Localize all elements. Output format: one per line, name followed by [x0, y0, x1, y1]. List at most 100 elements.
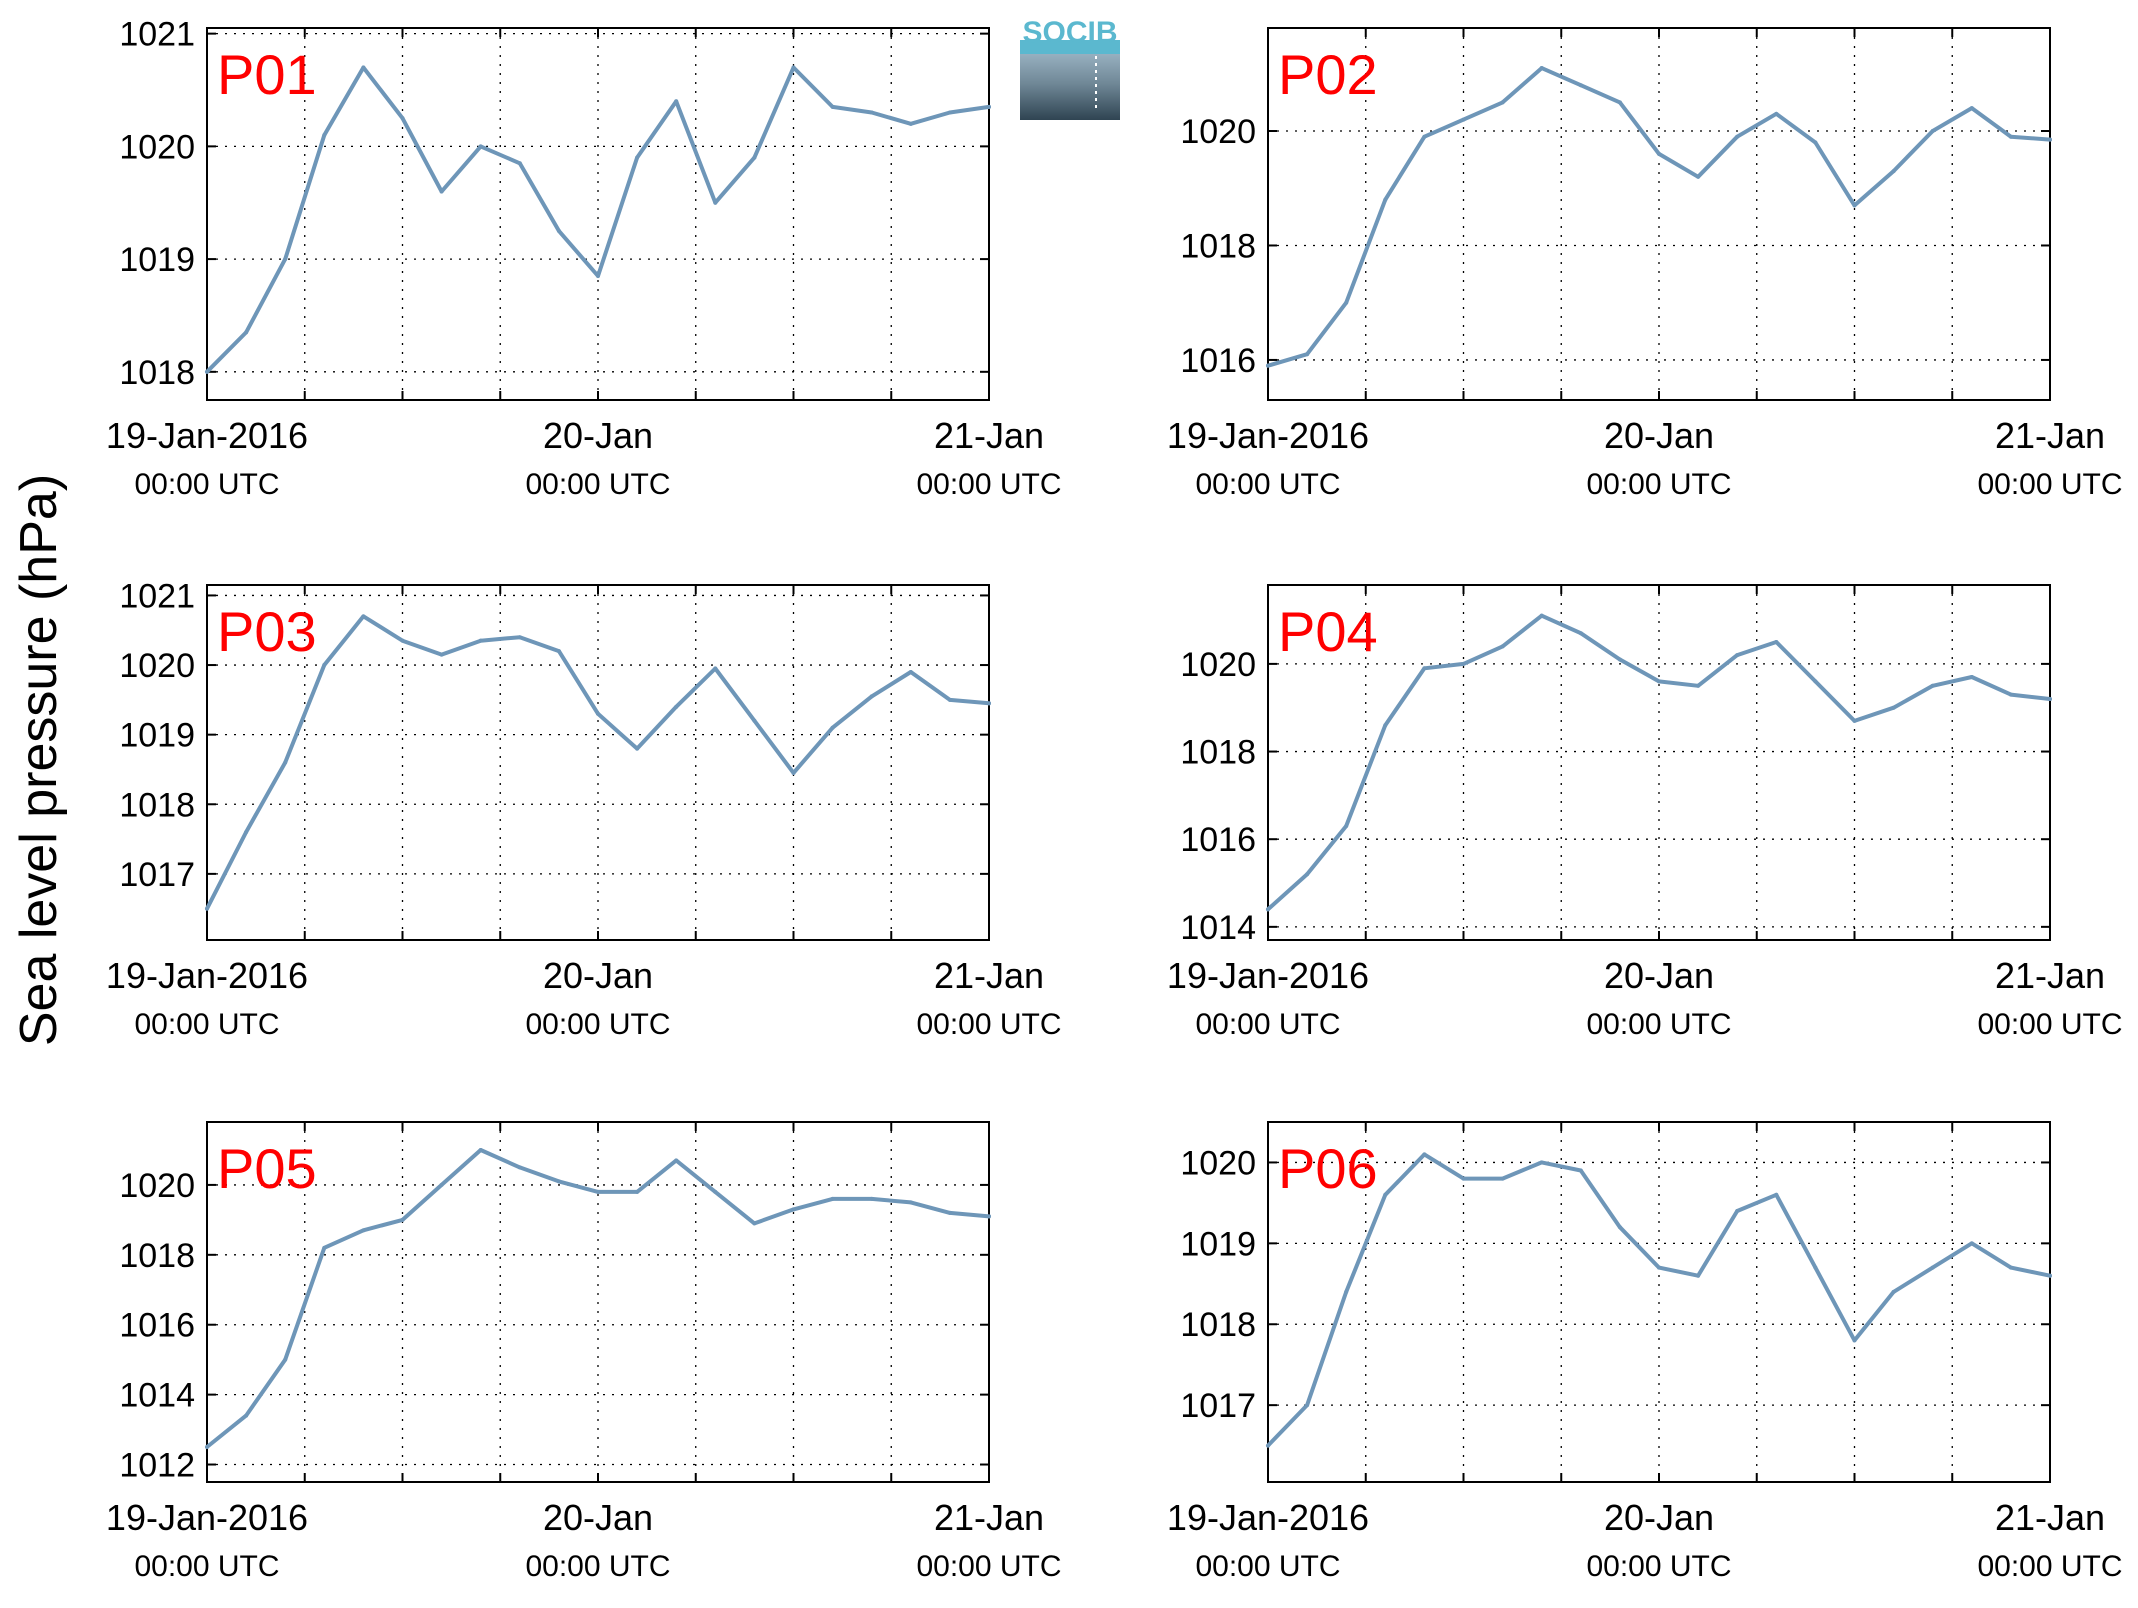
data-point: [1422, 134, 1427, 139]
data-point: [205, 906, 209, 911]
data-point: [1969, 106, 1974, 111]
data-point: [1891, 705, 1896, 710]
panels: 1018 1019 1020 1021 19-Jan-2016 00:00 UTC 20-J…: [106, 16, 2123, 1583]
data-point: [713, 200, 718, 205]
data-point: [1969, 675, 1974, 680]
x-tick-date-label: 21-Jan: [1995, 955, 2105, 996]
x-tick-date-label: 19-Jan-2016: [1167, 415, 1369, 456]
x-tick-date-label: 20-Jan: [543, 415, 653, 456]
data-point: [2008, 1265, 2013, 1270]
data-point: [556, 228, 561, 233]
data-point: [1774, 111, 1779, 116]
y-tick-label: 1018: [1180, 227, 1256, 265]
y-tick-label: 1021: [119, 16, 195, 54]
data-point: [908, 121, 913, 126]
data-point: [869, 694, 874, 699]
data-point: [244, 830, 249, 835]
data-point: [1305, 352, 1310, 357]
data-point: [1930, 1265, 1935, 1270]
x-tick-date-label: 20-Jan: [1604, 415, 1714, 456]
data-point: [361, 65, 366, 70]
axes-frame: [1267, 584, 2051, 941]
x-tick-date-label: 19-Jan-2016: [106, 415, 308, 456]
x-tick-time-label: 00:00 UTC: [525, 1550, 670, 1583]
x-tick-time-label: 00:00 UTC: [525, 1008, 670, 1041]
data-point: [1852, 203, 1857, 208]
data-point: [1657, 151, 1661, 156]
data-point: [517, 161, 522, 166]
y-tick-label: 1020: [1180, 646, 1256, 684]
y-tick-label: 1020: [1180, 113, 1256, 151]
x-tick-date-label: 19-Jan-2016: [106, 1497, 308, 1538]
y-tick-label: 1018: [1180, 1306, 1256, 1344]
data-point: [674, 1158, 679, 1163]
data-point: [1266, 907, 1270, 912]
panel-p05: 1012 1014 1016 1018 1020 19-Jan-2016 00:00 UTC…: [106, 1121, 1062, 1583]
data-point: [908, 670, 913, 675]
panel-p03: 1017 1018 1019 1020 1021 19-Jan-2016 00:00 UTC…: [106, 577, 1062, 1041]
y-tick-label: 1018: [1180, 734, 1256, 772]
y-tick-label: 1020: [119, 128, 195, 166]
data-point: [635, 155, 640, 160]
data-point: [1969, 1241, 1974, 1246]
y-tick-label: 1017: [119, 856, 195, 894]
data-point: [1735, 1208, 1740, 1213]
data-point: [1539, 1160, 1544, 1165]
data-point: [987, 1214, 991, 1219]
data-point: [1383, 1192, 1388, 1197]
data-point: [478, 1147, 483, 1152]
data-point: [1500, 1176, 1505, 1181]
data-point: [1930, 129, 1935, 134]
x-tick-time-label: 00:00 UTC: [134, 1008, 279, 1041]
data-point: [869, 110, 874, 115]
panel-label: P01: [217, 43, 317, 106]
data-point: [830, 1196, 835, 1201]
panel-p01: 1018 1019 1020 1021 19-Jan-2016 00:00 UTC 20-J…: [106, 16, 1062, 501]
data-point: [1344, 1289, 1349, 1294]
data-point: [1344, 300, 1349, 305]
x-tick-time-label: 00:00 UTC: [525, 468, 670, 501]
x-tick-time-label: 00:00 UTC: [916, 1008, 1061, 1041]
data-point: [478, 144, 483, 149]
data-point: [713, 1189, 718, 1194]
data-point: [869, 1196, 874, 1201]
data-point: [2048, 1273, 2052, 1278]
data-point: [1578, 83, 1583, 88]
data-point: [2008, 134, 2013, 139]
data-point: [1266, 363, 1270, 368]
x-tick-date-label: 20-Jan: [543, 955, 653, 996]
y-tick-label: 1019: [1180, 1225, 1256, 1263]
x-tick-time-label: 00:00 UTC: [1195, 1008, 1340, 1041]
data-point: [1422, 1152, 1427, 1157]
x-tick-date-label: 20-Jan: [543, 1497, 653, 1538]
x-tick-time-label: 00:00 UTC: [1977, 468, 2122, 501]
data-point: [752, 718, 757, 723]
x-tick-date-label: 19-Jan-2016: [1167, 1497, 1369, 1538]
panel-label: P05: [217, 1137, 317, 1200]
x-tick-time-label: 00:00 UTC: [1977, 1008, 2122, 1041]
data-point: [947, 110, 952, 115]
data-point: [947, 1210, 952, 1215]
x-tick-time-label: 00:00 UTC: [1977, 1550, 2122, 1583]
data-point: [1539, 613, 1544, 618]
data-point: [1891, 169, 1896, 174]
data-point: [439, 189, 444, 194]
data-point: [1500, 100, 1505, 105]
x-tick-time-label: 00:00 UTC: [916, 468, 1061, 501]
x-tick-time-label: 00:00 UTC: [134, 468, 279, 501]
y-tick-label: 1018: [119, 786, 195, 824]
data-point: [987, 701, 991, 706]
data-point: [322, 133, 327, 138]
data-point: [791, 65, 796, 70]
x-tick-time-label: 00:00 UTC: [1586, 468, 1731, 501]
y-tick-label: 1016: [1180, 821, 1256, 859]
data-point: [1266, 1443, 1270, 1448]
data-point: [322, 1245, 327, 1250]
data-point: [1578, 1168, 1583, 1173]
data-point: [674, 704, 679, 709]
x-tick-time-label: 00:00 UTC: [1586, 1550, 1731, 1583]
data-point: [947, 697, 952, 702]
data-point: [908, 1200, 913, 1205]
data-point: [1813, 679, 1818, 684]
